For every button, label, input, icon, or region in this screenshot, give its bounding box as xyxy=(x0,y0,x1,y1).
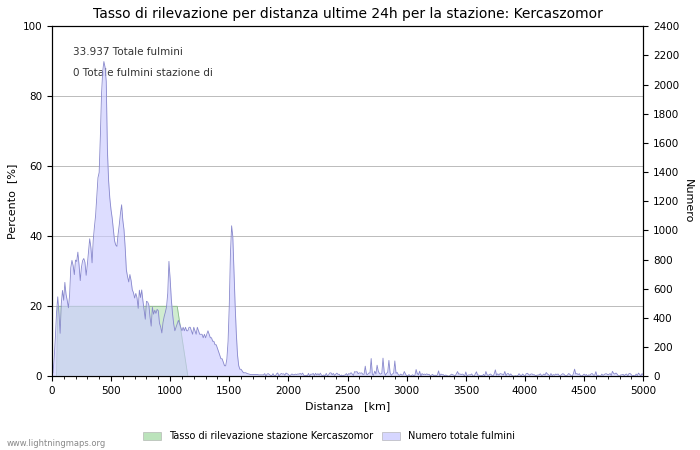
Y-axis label: Numero: Numero xyxy=(683,179,693,224)
Title: Tasso di rilevazione per distanza ultime 24h per la stazione: Kercaszomor: Tasso di rilevazione per distanza ultime… xyxy=(92,7,603,21)
Text: 33.937 Totale fulmini: 33.937 Totale fulmini xyxy=(73,47,183,57)
X-axis label: Distanza   [km]: Distanza [km] xyxy=(305,401,390,412)
Y-axis label: Percento  [%]: Percento [%] xyxy=(7,164,17,239)
Text: www.lightningmaps.org: www.lightningmaps.org xyxy=(7,439,106,448)
Legend: Tasso di rilevazione stazione Kercaszomor, Numero totale fulmini: Tasso di rilevazione stazione Kercaszomo… xyxy=(139,428,519,445)
Text: 0 Totale fulmini stazione di: 0 Totale fulmini stazione di xyxy=(73,68,212,78)
